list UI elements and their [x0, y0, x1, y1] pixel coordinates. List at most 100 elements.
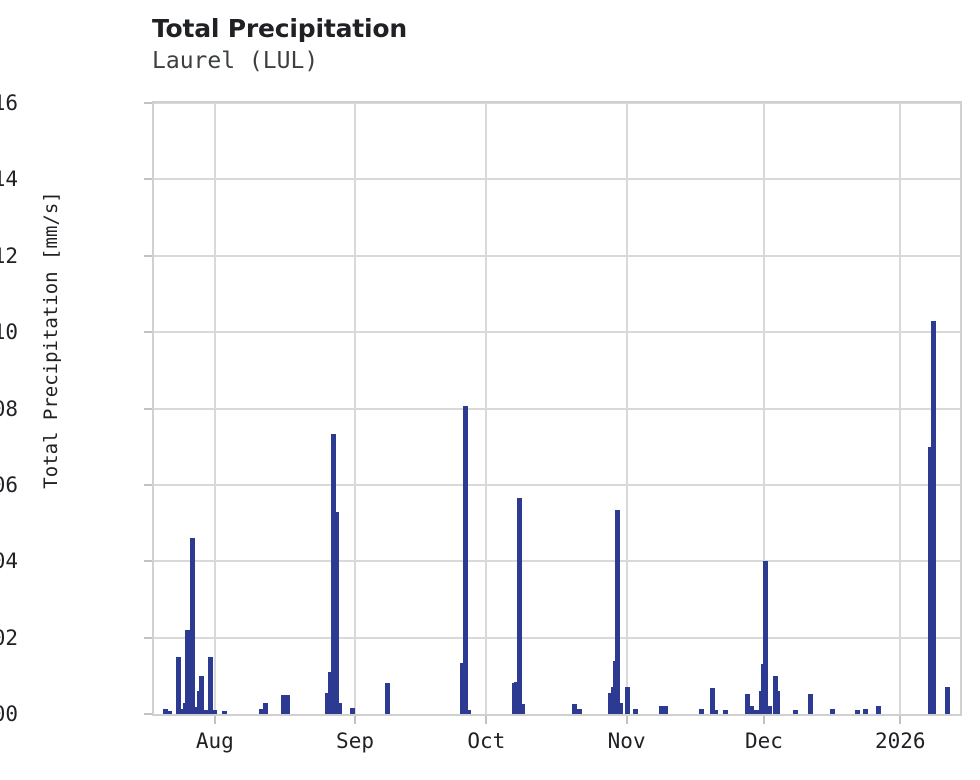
bar — [262, 703, 268, 714]
bar — [163, 709, 169, 714]
x-axis-tick-mark — [625, 716, 628, 724]
y-axis-tick-label: 0.016 — [0, 91, 18, 115]
bar — [222, 710, 228, 714]
page-title: Total Precipitation — [152, 14, 407, 43]
x-axis-tick-label: Dec — [745, 729, 783, 753]
bar — [258, 709, 264, 714]
bar — [633, 709, 639, 714]
bar — [176, 656, 182, 714]
gridline-vertical — [485, 103, 488, 714]
bar — [167, 710, 173, 714]
bar — [327, 672, 333, 714]
bar — [875, 705, 881, 714]
gridline-horizontal — [154, 254, 960, 257]
bar — [830, 709, 836, 714]
y-axis-tick-mark — [144, 102, 152, 104]
gridline-vertical — [762, 103, 765, 714]
bar — [465, 710, 471, 714]
bar — [712, 710, 718, 714]
bar — [280, 694, 286, 714]
bar — [203, 710, 209, 714]
y-axis-tick-label: 0.000 — [0, 702, 18, 726]
bar — [519, 704, 525, 714]
bar — [698, 709, 704, 714]
gridline-horizontal — [154, 103, 960, 104]
gridline-vertical — [899, 103, 902, 714]
gridline-horizontal — [154, 636, 960, 639]
bar — [709, 688, 715, 714]
y-axis-tick-label: 0.010 — [0, 320, 18, 345]
bar — [516, 497, 522, 714]
bar — [862, 709, 868, 714]
bar — [944, 686, 950, 714]
y-axis-tick-label: 0.006 — [0, 472, 18, 497]
bar — [190, 538, 196, 714]
x-axis-tick-label: Sep — [336, 729, 374, 753]
plot-area — [152, 101, 962, 716]
bar — [767, 706, 773, 714]
gridline-horizontal — [154, 178, 960, 181]
bar — [748, 705, 754, 714]
x-axis-tick-label: Aug — [195, 729, 234, 753]
bar — [513, 681, 519, 714]
y-axis-tick-mark — [144, 560, 152, 563]
y-axis-tick-label: 0.012 — [0, 243, 18, 268]
bar — [854, 710, 860, 714]
bar — [194, 707, 200, 714]
bar — [927, 446, 933, 714]
gridline-horizontal — [154, 560, 960, 563]
bar — [930, 321, 936, 714]
bar — [212, 710, 218, 714]
gridline-vertical — [625, 103, 628, 714]
bar — [462, 406, 468, 714]
bar — [324, 693, 330, 714]
bar — [793, 710, 799, 714]
bar — [333, 512, 339, 714]
y-axis-tick-mark — [144, 407, 152, 410]
x-axis-tick-mark — [354, 716, 357, 724]
y-axis-label: Total Precipitation [mm/s] — [40, 191, 62, 489]
chart-subtitle: Laurel (LUL) — [152, 48, 319, 74]
gridline-vertical — [213, 103, 216, 714]
bar — [577, 709, 583, 714]
y-axis-tick-label: 0.014 — [0, 167, 18, 192]
bar — [180, 709, 186, 714]
gridline-horizontal — [154, 407, 960, 410]
bar — [349, 708, 355, 714]
gridline-vertical — [354, 103, 357, 714]
bar — [618, 702, 624, 714]
bar — [808, 694, 814, 714]
bar — [775, 691, 781, 714]
bar — [284, 694, 290, 714]
bar — [330, 434, 336, 714]
y-axis-tick-label: 0.004 — [0, 549, 18, 574]
bar — [722, 710, 728, 714]
y-axis-tick-mark — [144, 483, 152, 486]
y-axis-tick-label: 0.002 — [0, 625, 18, 650]
y-axis-tick-mark — [144, 178, 152, 181]
bar — [625, 687, 631, 714]
bar — [754, 710, 760, 714]
bar — [662, 705, 668, 714]
y-axis-tick-label: 0.008 — [0, 396, 18, 421]
bar — [208, 657, 214, 714]
bar — [744, 694, 750, 714]
chart-header: Total Precipitation Laurel (LUL) — [152, 14, 407, 76]
bar — [608, 693, 614, 714]
y-axis-tick-mark — [144, 713, 152, 715]
y-axis-tick-mark — [144, 254, 152, 257]
x-axis-tick-label: 2026 — [874, 729, 926, 753]
x-axis-tick-label: Oct — [467, 729, 506, 753]
x-axis-tick-mark — [213, 716, 216, 724]
gridline-horizontal — [154, 483, 960, 486]
bar — [199, 675, 205, 714]
x-axis-tick-mark — [899, 716, 902, 724]
x-axis-tick-mark — [762, 716, 765, 724]
bar — [336, 703, 342, 714]
x-axis-tick-mark — [485, 716, 488, 724]
bar — [658, 705, 664, 714]
bar — [763, 561, 769, 714]
bar — [572, 704, 578, 714]
bar — [615, 509, 621, 714]
